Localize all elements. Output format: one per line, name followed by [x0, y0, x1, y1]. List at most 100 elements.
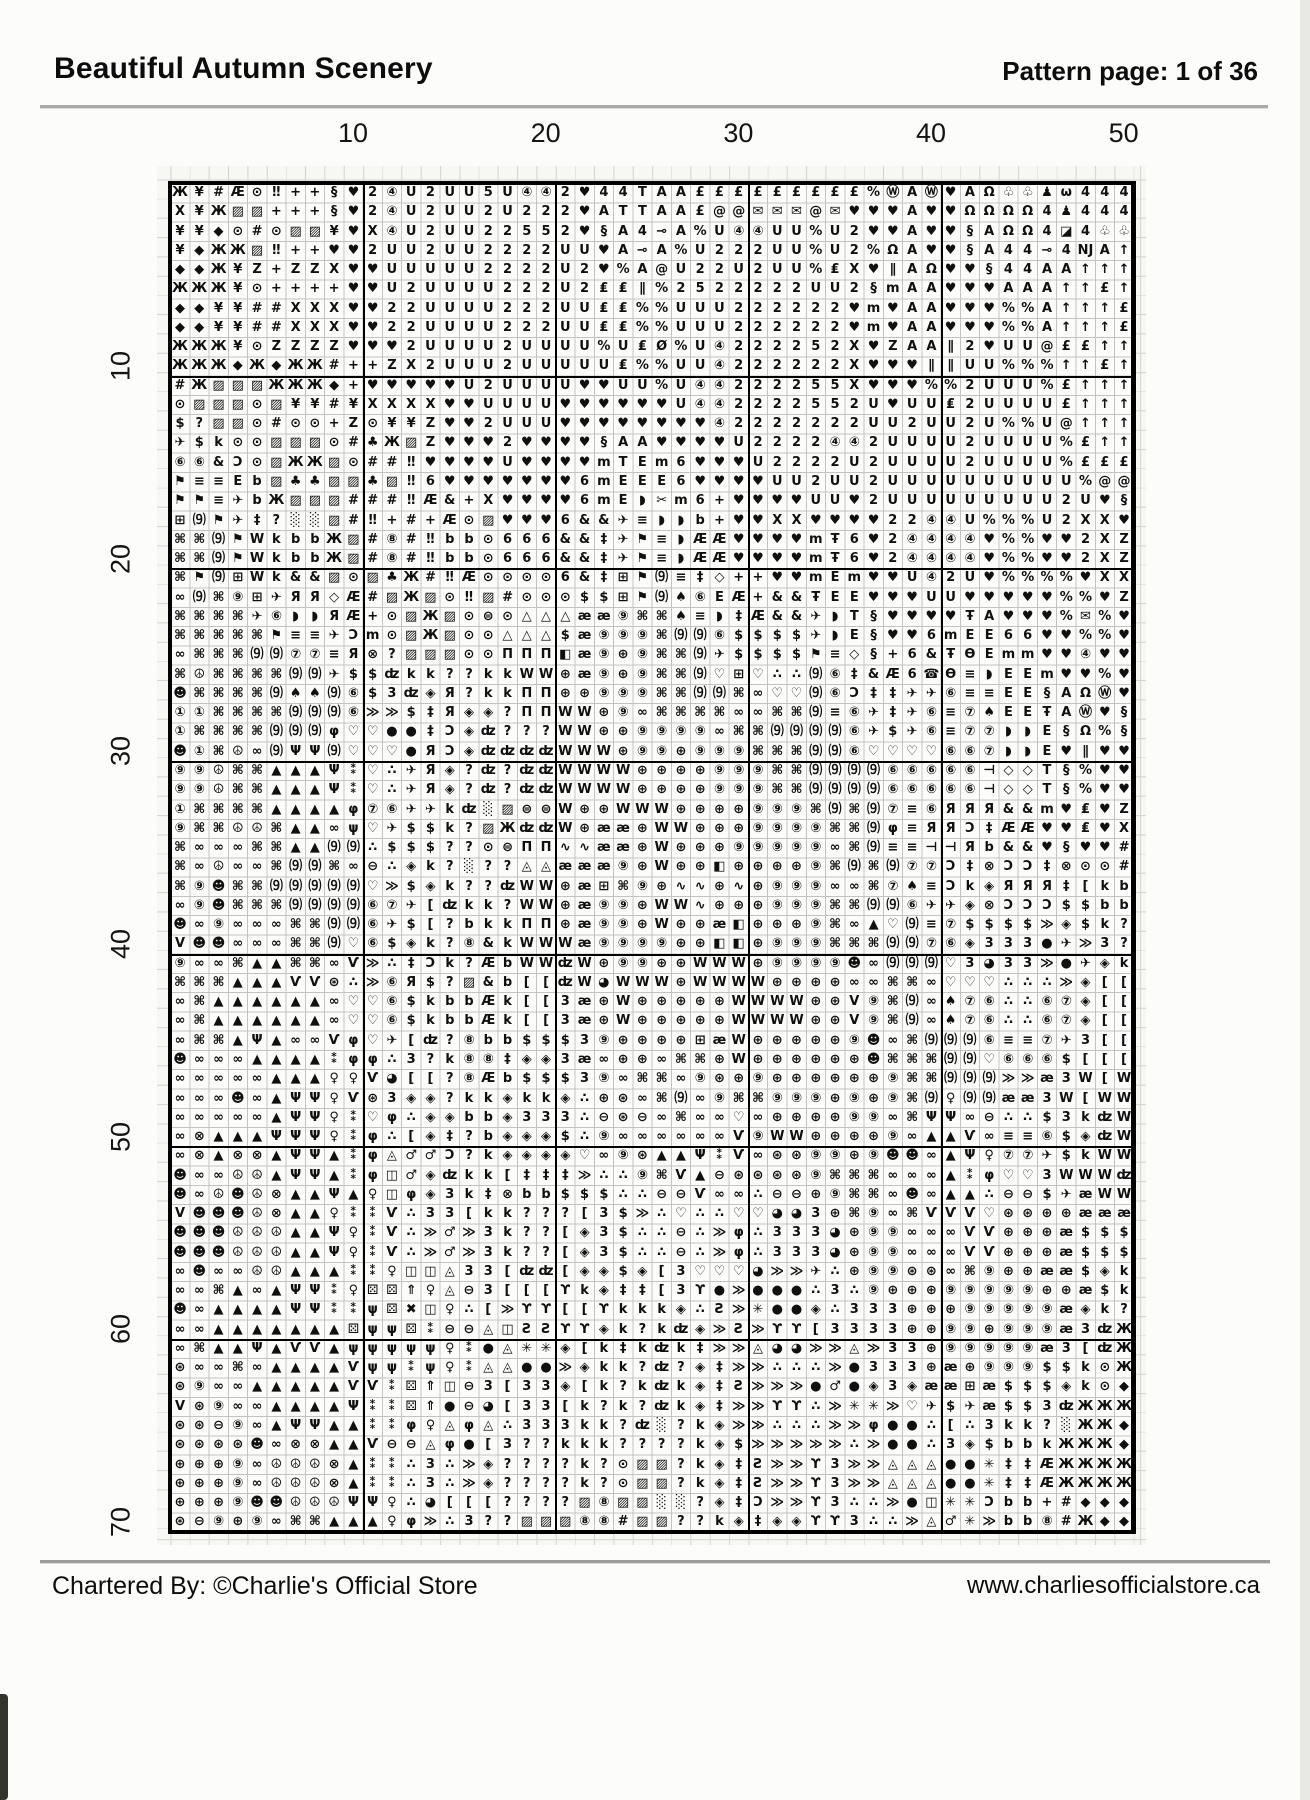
- stitch-cell: ⑨: [979, 1339, 999, 1359]
- stitch-cell: ?: [459, 819, 479, 839]
- stitch-cell: k: [459, 1166, 479, 1186]
- stitch-cell: ⑥: [941, 780, 961, 800]
- stitch-cell: ≡: [941, 703, 961, 723]
- stitch-cell: Ж: [209, 202, 229, 222]
- stitch-cell: ⊙: [305, 414, 325, 434]
- stitch-cell: ⑨: [594, 665, 614, 685]
- stitch-cell: Æ: [478, 1011, 498, 1031]
- stitch-cell: ⑥: [941, 684, 961, 704]
- stitch-cell: Æ: [709, 549, 729, 569]
- stitch-cell: ⊕: [690, 800, 710, 820]
- stitch-cell: ♥: [883, 588, 903, 608]
- stitch-cell: ⑥: [690, 588, 710, 608]
- stitch-cell: ◈: [1076, 1011, 1096, 1031]
- stitch-cell: ⑧: [478, 1050, 498, 1070]
- stitch-cell: ♥: [690, 414, 710, 434]
- stitch-cell: 3: [883, 1377, 903, 1397]
- stitch-cell: ‼: [266, 183, 286, 203]
- stitch-cell: ∥: [941, 356, 961, 376]
- stitch-cell: Ѵ: [305, 1339, 325, 1359]
- stitch-cell: k: [498, 665, 518, 685]
- stitch-cell: ↑: [1095, 260, 1115, 280]
- stitch-cell: b: [459, 1011, 479, 1031]
- stitch-cell: U: [440, 183, 460, 203]
- stitch-cell: 3: [517, 1108, 537, 1128]
- stitch-cell: ♥: [652, 414, 672, 434]
- stitch-cell: Æ: [748, 607, 768, 627]
- stitch-cell: ⑼: [690, 665, 710, 685]
- stitch-cell: #: [613, 1512, 633, 1532]
- stitch-cell: 2: [498, 222, 518, 242]
- stitch-cell: 2: [825, 318, 845, 338]
- stitch-cell: ▲: [266, 1377, 286, 1397]
- stitch-cell: U: [1056, 472, 1076, 492]
- stitch-cell: ◈: [709, 1455, 729, 1475]
- stitch-cell: ⊕: [209, 1455, 229, 1475]
- stitch-cell: ⌘: [902, 1108, 922, 1128]
- stitch-cell: ⑼: [209, 530, 229, 550]
- stitch-cell: ④: [536, 183, 556, 203]
- stitch-cell: ∞: [189, 1166, 209, 1186]
- column-label: 50: [1109, 118, 1139, 149]
- stitch-cell: ⑼: [960, 1069, 980, 1089]
- stitch-cell: ⑦: [1037, 1031, 1057, 1051]
- stitch-cell: U: [498, 453, 518, 473]
- stitch-cell: ✳: [517, 1339, 537, 1359]
- stitch-cell: ♥: [440, 453, 460, 473]
- stitch-cell: ▨: [632, 1455, 652, 1475]
- stitch-cell: ⚑: [632, 530, 652, 550]
- stitch-cell: 3: [478, 1262, 498, 1282]
- stitch-cell: ↑: [1076, 318, 1096, 338]
- stitch-cell: ∞: [883, 1204, 903, 1224]
- stitch-cell: ⊛: [1018, 1204, 1038, 1224]
- stitch-cell: ♥: [632, 414, 652, 434]
- stitch-cell: ₤: [825, 260, 845, 280]
- stitch-cell: ¥: [286, 395, 306, 415]
- stitch-cell: ⊕: [1056, 1204, 1076, 1224]
- stitch-cell: ◕: [825, 1223, 845, 1243]
- stitch-cell: ◈: [478, 703, 498, 723]
- stitch-cell: ∞: [189, 1069, 209, 1089]
- stitch-cell: ≫: [844, 1455, 864, 1475]
- stitch-cell: ⊖: [671, 1243, 691, 1263]
- stitch-cell: ◬: [420, 1435, 440, 1455]
- stitch-cell: %: [652, 356, 672, 376]
- stitch-cell: ▨: [363, 568, 383, 588]
- stitch-cell: Ж: [209, 260, 229, 280]
- stitch-cell: ⑨: [189, 780, 209, 800]
- stitch-cell: ⌘: [170, 626, 190, 646]
- stitch-cell: ▲: [228, 992, 248, 1012]
- stitch-cell: æ: [1056, 1320, 1076, 1340]
- stitch-cell: ‡: [594, 530, 614, 550]
- stitch-cell: ◕: [825, 1243, 845, 1263]
- stitch-cell: X: [286, 318, 306, 338]
- stitch-cell: 2: [478, 414, 498, 434]
- stitch-cell: 2: [729, 241, 749, 261]
- stitch-cell: ◆: [170, 318, 190, 338]
- stitch-cell: ✈: [420, 800, 440, 820]
- stitch-cell: ⁑: [324, 1300, 344, 1320]
- stitch-cell: k: [632, 1377, 652, 1397]
- stitch-cell: U: [671, 260, 691, 280]
- stitch-cell: ●: [787, 1300, 807, 1320]
- stitch-cell: ⊕: [613, 722, 633, 742]
- stitch-cell: ʣ: [517, 1262, 537, 1282]
- stitch-cell: 3: [806, 1204, 826, 1224]
- stitch-cell: ◗: [998, 722, 1018, 742]
- stitch-cell: ♥: [1114, 511, 1134, 531]
- stitch-cell: ∴: [652, 1243, 672, 1263]
- stitch-cell: ◬: [478, 1320, 498, 1340]
- stitch-cell: ?: [555, 1493, 575, 1513]
- stitch-cell: ⊛: [787, 1166, 807, 1186]
- stitch-cell: ▨: [440, 607, 460, 627]
- stitch-cell: [: [517, 1011, 537, 1031]
- stitch-cell: ♡: [363, 819, 383, 839]
- stitch-cell: ♥: [1114, 607, 1134, 627]
- stitch-cell: ⊕: [652, 954, 672, 974]
- stitch-cell: ∞: [671, 1069, 691, 1089]
- stitch-cell: ⊕: [632, 1031, 652, 1051]
- stitch-cell: ⑨: [864, 1281, 884, 1301]
- stitch-cell: Z: [286, 260, 306, 280]
- stitch-cell: Z: [1114, 530, 1134, 550]
- stitch-cell: ∞: [189, 857, 209, 877]
